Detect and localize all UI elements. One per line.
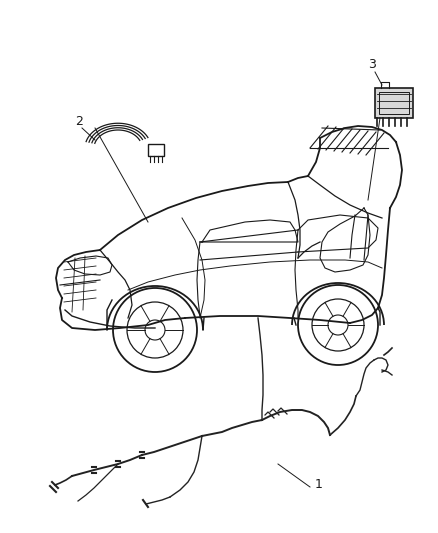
Text: 2: 2 — [75, 115, 83, 128]
Bar — [148, 144, 164, 156]
Text: 1: 1 — [315, 478, 323, 491]
Bar — [375, 88, 413, 118]
Text: 3: 3 — [368, 58, 376, 71]
Bar — [379, 92, 409, 114]
